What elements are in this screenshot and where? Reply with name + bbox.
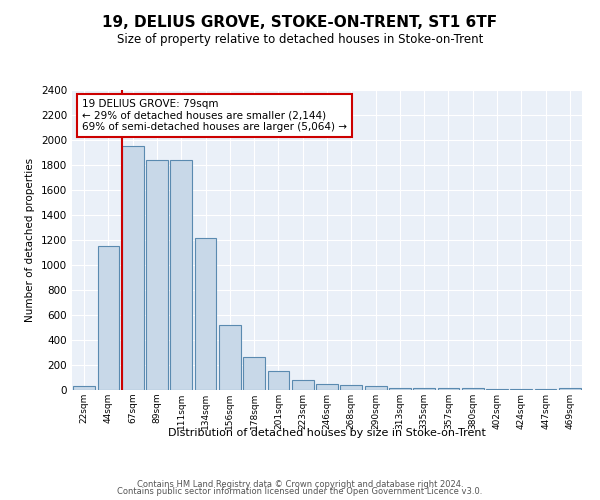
Text: Contains public sector information licensed under the Open Government Licence v3: Contains public sector information licen… <box>118 488 482 496</box>
Bar <box>194 238 217 390</box>
Bar <box>219 325 241 390</box>
Bar <box>559 388 581 390</box>
Bar <box>462 388 484 390</box>
Bar <box>437 388 460 390</box>
Bar <box>413 388 435 390</box>
Text: Distribution of detached houses by size in Stoke-on-Trent: Distribution of detached houses by size … <box>168 428 486 438</box>
Bar <box>243 357 265 390</box>
Bar <box>170 160 192 390</box>
Bar <box>316 384 338 390</box>
Bar <box>340 385 362 390</box>
Text: Size of property relative to detached houses in Stoke-on-Trent: Size of property relative to detached ho… <box>117 32 483 46</box>
Bar <box>73 386 95 390</box>
Bar <box>268 370 289 390</box>
Text: 19 DELIUS GROVE: 79sqm
← 29% of detached houses are smaller (2,144)
69% of semi-: 19 DELIUS GROVE: 79sqm ← 29% of detached… <box>82 99 347 132</box>
Text: 19, DELIUS GROVE, STOKE-ON-TRENT, ST1 6TF: 19, DELIUS GROVE, STOKE-ON-TRENT, ST1 6T… <box>103 15 497 30</box>
Text: Contains HM Land Registry data © Crown copyright and database right 2024.: Contains HM Land Registry data © Crown c… <box>137 480 463 489</box>
Bar <box>292 380 314 390</box>
Bar <box>365 386 386 390</box>
Y-axis label: Number of detached properties: Number of detached properties <box>25 158 35 322</box>
Bar <box>146 160 168 390</box>
Bar <box>122 146 143 390</box>
Bar <box>389 388 411 390</box>
Bar <box>97 246 119 390</box>
